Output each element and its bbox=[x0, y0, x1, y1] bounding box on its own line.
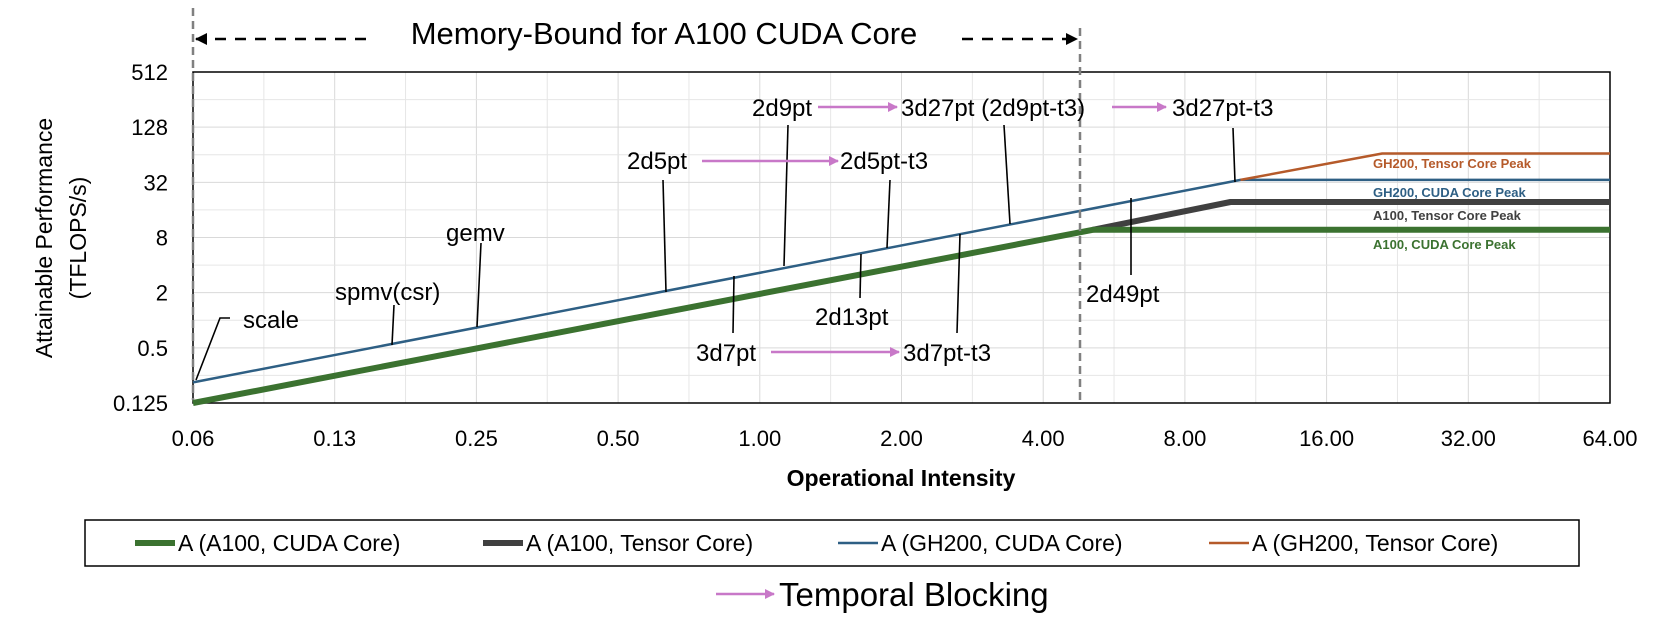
2d9pt-leader bbox=[783, 124, 789, 267]
x-tick-label: 0.25 bbox=[455, 426, 498, 451]
legend-frame bbox=[84, 519, 1580, 567]
y-tick-label: 0.5 bbox=[137, 336, 168, 361]
memory-bound-label: Memory-Bound for A100 CUDA Core bbox=[411, 16, 918, 51]
kernel-label-3d27pt-2d9pt-t3: 3d27pt (2d9pt-t3) bbox=[901, 95, 1085, 122]
y-tick-labels: 0.125 0.5 2 8 32 128 512 bbox=[113, 60, 168, 416]
series-line-1 bbox=[1092, 199, 1610, 233]
x-tick-label: 0.50 bbox=[597, 426, 640, 451]
2d5pt-t3-leader bbox=[886, 179, 891, 249]
3d27pt-2d9pt-t3-leader bbox=[1003, 124, 1011, 225]
y-axis-title: Attainable Performance (TFLOPS/s) bbox=[31, 118, 91, 358]
kernel-label-3d7pt-t3: 3d7pt-t3 bbox=[903, 340, 991, 367]
peak-label-gh200-tensor: GH200, Tensor Core Peak bbox=[1373, 156, 1532, 171]
kernel-label-2d9pt: 2d9pt bbox=[752, 95, 812, 122]
kernel-label-scale: scale bbox=[243, 307, 299, 334]
legend-label-gh200-tensor: A (GH200, Tensor Core) bbox=[1252, 530, 1498, 556]
y-tick-label: 2 bbox=[156, 281, 168, 306]
kernel-label-3d7pt: 3d7pt bbox=[696, 340, 756, 367]
y-tick-label: 512 bbox=[131, 60, 168, 85]
x-tick-labels: 0.06 0.13 0.25 0.50 1.00 2.00 4.00 8.00 16.00 32.… bbox=[172, 426, 1638, 451]
y-axis-title-line1: Attainable Performance bbox=[31, 118, 57, 358]
series-lines bbox=[192, 152, 1610, 406]
y-tick-label: 8 bbox=[156, 226, 168, 251]
series-line-0 bbox=[192, 226, 1610, 406]
scale-leader bbox=[195, 317, 230, 381]
x-tick-label: 16.00 bbox=[1299, 426, 1354, 451]
kernel-label-gemv: gemv bbox=[446, 220, 505, 247]
3d7pt-leader bbox=[732, 275, 735, 334]
legend-label-a100-cuda: A (A100, CUDA Core) bbox=[178, 530, 400, 556]
x-tick-label: 8.00 bbox=[1163, 426, 1206, 451]
2d13pt-leader bbox=[859, 253, 862, 299]
kernel-label-spmv: spmv(csr) bbox=[335, 279, 440, 306]
kernel-label-2d5pt: 2d5pt bbox=[627, 148, 687, 175]
kernel-label-2d5pt-t3: 2d5pt-t3 bbox=[840, 148, 928, 175]
annotation-leaders bbox=[195, 124, 1236, 381]
x-tick-label: 2.00 bbox=[880, 426, 923, 451]
series-line-3 bbox=[1240, 152, 1610, 182]
legend-label-gh200-cuda: A (GH200, CUDA Core) bbox=[881, 530, 1123, 556]
kernel-label-2d49pt: 2d49pt bbox=[1086, 281, 1160, 308]
x-axis-title: Operational Intensity bbox=[787, 465, 1016, 491]
y-tick-label: 0.125 bbox=[113, 391, 168, 416]
y-tick-label: 32 bbox=[144, 170, 168, 195]
gemv-leader bbox=[476, 242, 482, 328]
2d5pt-leader bbox=[662, 179, 667, 293]
kernel-label-3d27pt-t3: 3d27pt-t3 bbox=[1172, 95, 1273, 122]
y-axis-title-line2: (TFLOPS/s) bbox=[65, 177, 91, 300]
x-tick-label: 4.00 bbox=[1022, 426, 1065, 451]
temporal-blocking-key-label: Temporal Blocking bbox=[779, 576, 1049, 613]
y-tick-label: 128 bbox=[131, 115, 168, 140]
kernel-label-2d13pt: 2d13pt bbox=[815, 304, 889, 331]
x-tick-label: 0.13 bbox=[313, 426, 356, 451]
x-tick-label: 0.06 bbox=[172, 426, 215, 451]
plot-frame bbox=[192, 71, 1611, 404]
x-tick-label: 1.00 bbox=[738, 426, 781, 451]
legend-label-a100-tensor: A (A100, Tensor Core) bbox=[526, 530, 753, 556]
peak-label-gh200-cuda: GH200, CUDA Core Peak bbox=[1373, 185, 1526, 200]
legend: A (A100, CUDA Core) A (A100, Tensor Core… bbox=[84, 519, 1580, 567]
x-tick-label: 32.00 bbox=[1441, 426, 1496, 451]
spmv-leader bbox=[391, 304, 395, 346]
peak-label-a100-cuda: A100, CUDA Core Peak bbox=[1373, 237, 1516, 252]
3d27pt-t3-leader bbox=[1232, 127, 1236, 183]
temporal-blocking-key: Temporal Blocking bbox=[716, 576, 1049, 613]
plot-area-border bbox=[192, 71, 1611, 404]
x-tick-label: 64.00 bbox=[1582, 426, 1637, 451]
peak-label-a100-tensor: A100, Tensor Core Peak bbox=[1373, 208, 1522, 223]
3d7pt-t3-leader bbox=[956, 233, 961, 334]
